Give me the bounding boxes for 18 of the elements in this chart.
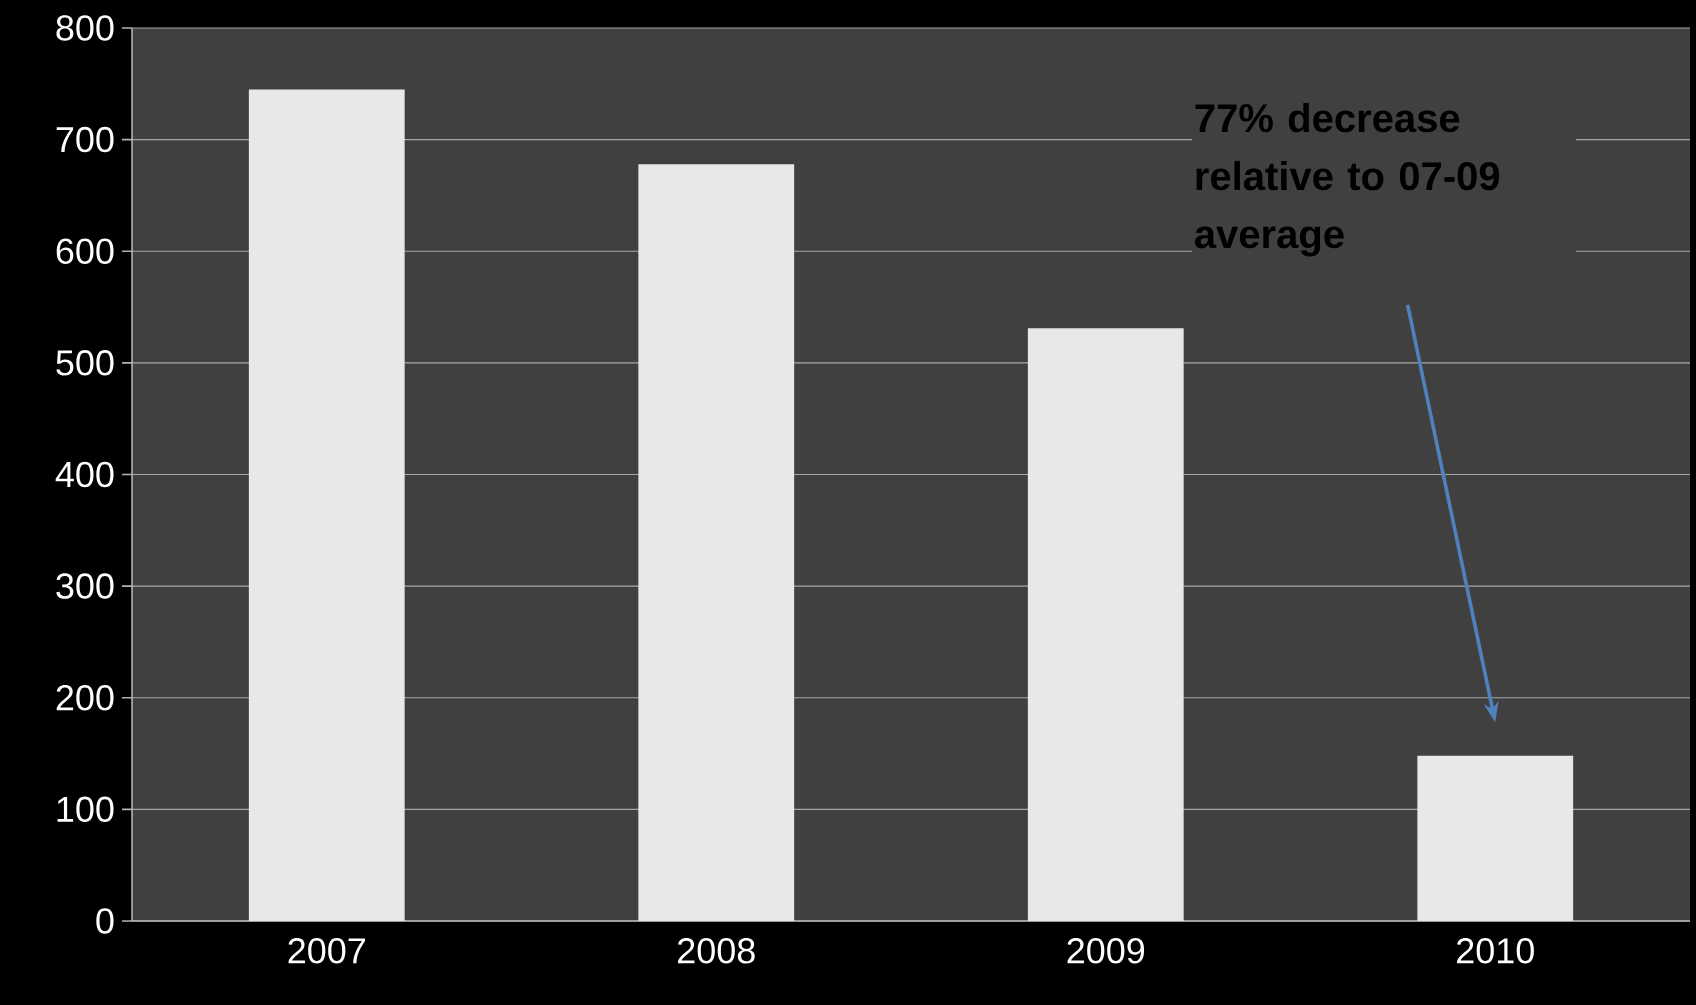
y-tick-label: 100: [57, 796, 114, 823]
bar: [1417, 755, 1574, 921]
bar: [638, 164, 795, 921]
bar: [248, 89, 405, 921]
y-tick-label: 500: [56, 350, 114, 376]
y-tick-label: 600: [56, 238, 114, 264]
x-tick-label: 2008: [678, 938, 755, 964]
y-tick-label: 400: [55, 461, 114, 488]
annotation: 77% decrease relative to 07-09 average: [1195, 102, 1500, 257]
x-tick-label: 2010: [1457, 938, 1534, 964]
y-tick-label: 300: [56, 573, 114, 599]
bar: [1027, 328, 1184, 921]
y-tick-label: 700: [56, 126, 114, 153]
x-tick-label: 2007: [288, 938, 365, 964]
y-tick-label: 800: [56, 15, 114, 41]
y-tick-label: 200: [56, 684, 114, 711]
y-tick-label: 0: [96, 908, 114, 934]
x-tick-label: 2009: [1067, 938, 1145, 964]
